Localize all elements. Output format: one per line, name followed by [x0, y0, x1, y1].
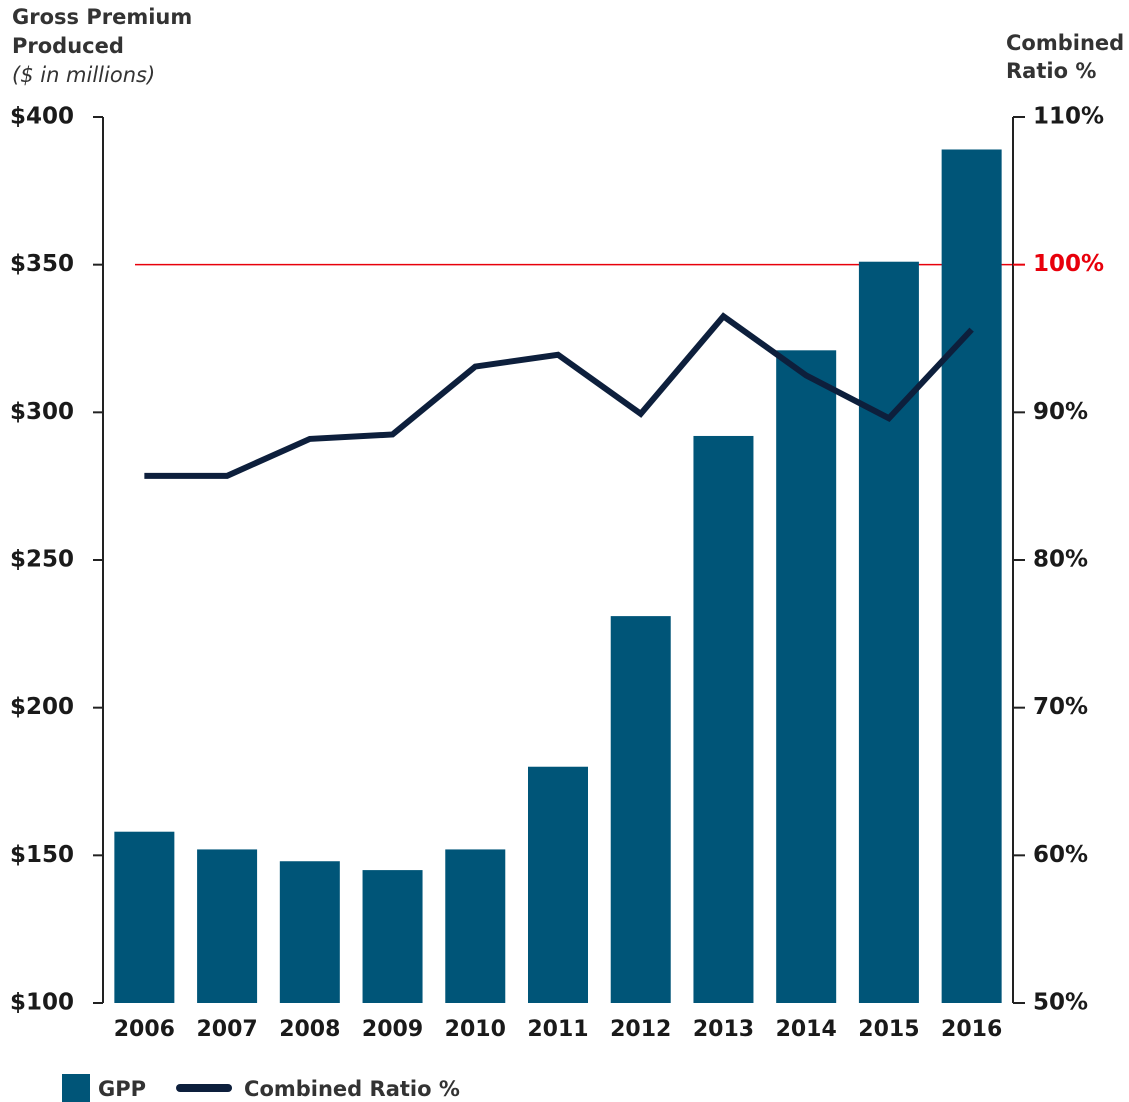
- bar: [362, 870, 423, 1003]
- x-tick-label: 2010: [445, 1017, 506, 1042]
- bar: [445, 849, 506, 1003]
- x-tick-label: 2011: [527, 1017, 588, 1042]
- y-axis-title: Gross Premium: [12, 5, 192, 29]
- bar: [279, 861, 340, 1003]
- bar: [610, 616, 671, 1003]
- legend-label: GPP: [98, 1077, 146, 1101]
- x-tick-label: 2009: [362, 1017, 423, 1042]
- y2-tick-label: 110%: [1033, 104, 1104, 130]
- y2-tick-label: 90%: [1033, 399, 1088, 425]
- y-tick-label: $100: [10, 990, 74, 1016]
- y-tick-label: $200: [10, 694, 74, 720]
- bar: [941, 149, 1002, 1003]
- y2-axis-title: Combined: [1006, 31, 1124, 55]
- y-tick-label: $250: [10, 547, 74, 573]
- y-tick-label: $400: [10, 104, 74, 130]
- bar: [114, 831, 175, 1003]
- y2-axis-title: Ratio %: [1006, 59, 1096, 83]
- bar: [693, 435, 754, 1004]
- y2-tick-label: 80%: [1033, 547, 1088, 573]
- x-tick-label: 2008: [279, 1017, 340, 1042]
- y2-tick-label: 100%: [1033, 251, 1104, 277]
- x-tick-label: 2007: [196, 1017, 257, 1042]
- y-tick-label: $150: [10, 842, 74, 868]
- legend-swatch: [62, 1074, 90, 1102]
- x-tick-label: 2016: [941, 1017, 1002, 1042]
- x-tick-label: 2014: [776, 1017, 837, 1042]
- line: [144, 312, 974, 479]
- y-axis-subtitle: ($ in millions): [12, 63, 155, 87]
- y2-tick-label: 70%: [1033, 694, 1088, 720]
- bar: [858, 261, 919, 1003]
- x-tick-label: 2006: [114, 1017, 175, 1042]
- x-tick-label: 2013: [693, 1017, 754, 1042]
- y2-tick-label: 60%: [1033, 842, 1088, 868]
- bar: [528, 766, 588, 1003]
- y2-tick-label: 50%: [1033, 990, 1088, 1016]
- x-tick-label: 2012: [610, 1017, 671, 1042]
- y-tick-label: $300: [10, 399, 74, 425]
- legend-label: Combined Ratio %: [244, 1077, 460, 1101]
- bar: [776, 350, 837, 1003]
- x-tick-label: 2015: [858, 1017, 919, 1042]
- y-axis-title: Produced: [12, 34, 124, 58]
- y-tick-label: $350: [10, 251, 74, 277]
- bar: [197, 849, 258, 1003]
